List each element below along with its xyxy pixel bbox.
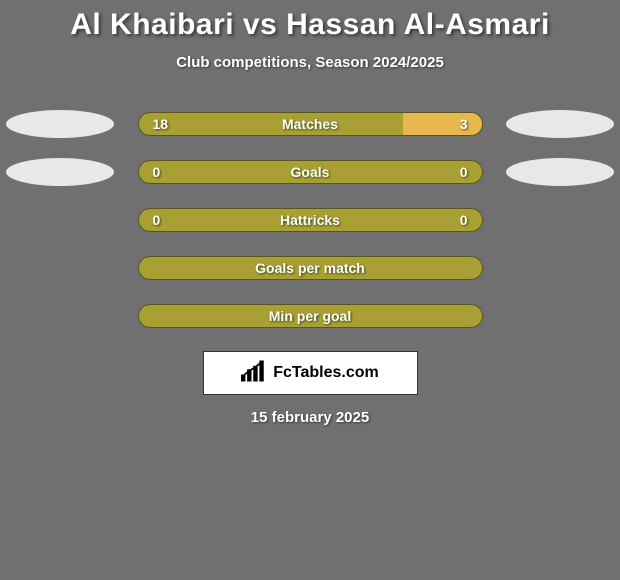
- stat-right-value: 0: [460, 164, 468, 180]
- stat-row: Min per goal: [0, 303, 620, 329]
- stat-left-value: 18: [153, 116, 169, 132]
- stat-row: 0 0 Hattricks: [0, 207, 620, 233]
- subtitle: Club competitions, Season 2024/2025: [0, 54, 620, 71]
- stat-label: Hattricks: [280, 212, 340, 228]
- stat-bar: 18 3 Matches: [138, 112, 483, 136]
- brand-box[interactable]: FcTables.com: [203, 351, 418, 395]
- stat-row: 18 3 Matches: [0, 111, 620, 137]
- stat-row: Goals per match: [0, 255, 620, 281]
- stat-right-value: 3: [460, 116, 468, 132]
- chart-icon: [241, 360, 269, 387]
- stat-bar: 0 0 Goals: [138, 160, 483, 184]
- stat-left-value: 0: [153, 212, 161, 228]
- date-label: 15 february 2025: [0, 409, 620, 426]
- stat-row: 0 0 Goals: [0, 159, 620, 185]
- stat-bar: 0 0 Hattricks: [138, 208, 483, 232]
- stat-label: Min per goal: [269, 308, 351, 324]
- stat-bar: Goals per match: [138, 256, 483, 280]
- player-right-badge: [506, 158, 614, 186]
- stat-right-value: 0: [460, 212, 468, 228]
- stat-label: Matches: [282, 116, 338, 132]
- page-title: Al Khaibari vs Hassan Al-Asmari: [0, 8, 620, 42]
- brand-text: FcTables.com: [273, 364, 379, 382]
- stat-left-value: 0: [153, 164, 161, 180]
- player-right-badge: [506, 110, 614, 138]
- stat-label: Goals per match: [255, 260, 365, 276]
- stat-label: Goals: [291, 164, 330, 180]
- player-left-badge: [6, 110, 114, 138]
- stat-bar-right-fill: [403, 113, 482, 135]
- comparison-container: Al Khaibari vs Hassan Al-Asmari Club com…: [0, 0, 620, 426]
- stat-bar: Min per goal: [138, 304, 483, 328]
- player-left-badge: [6, 158, 114, 186]
- stat-rows: 18 3 Matches 0 0 Goals 0 0 Hattricks Goals per ma…: [0, 111, 620, 329]
